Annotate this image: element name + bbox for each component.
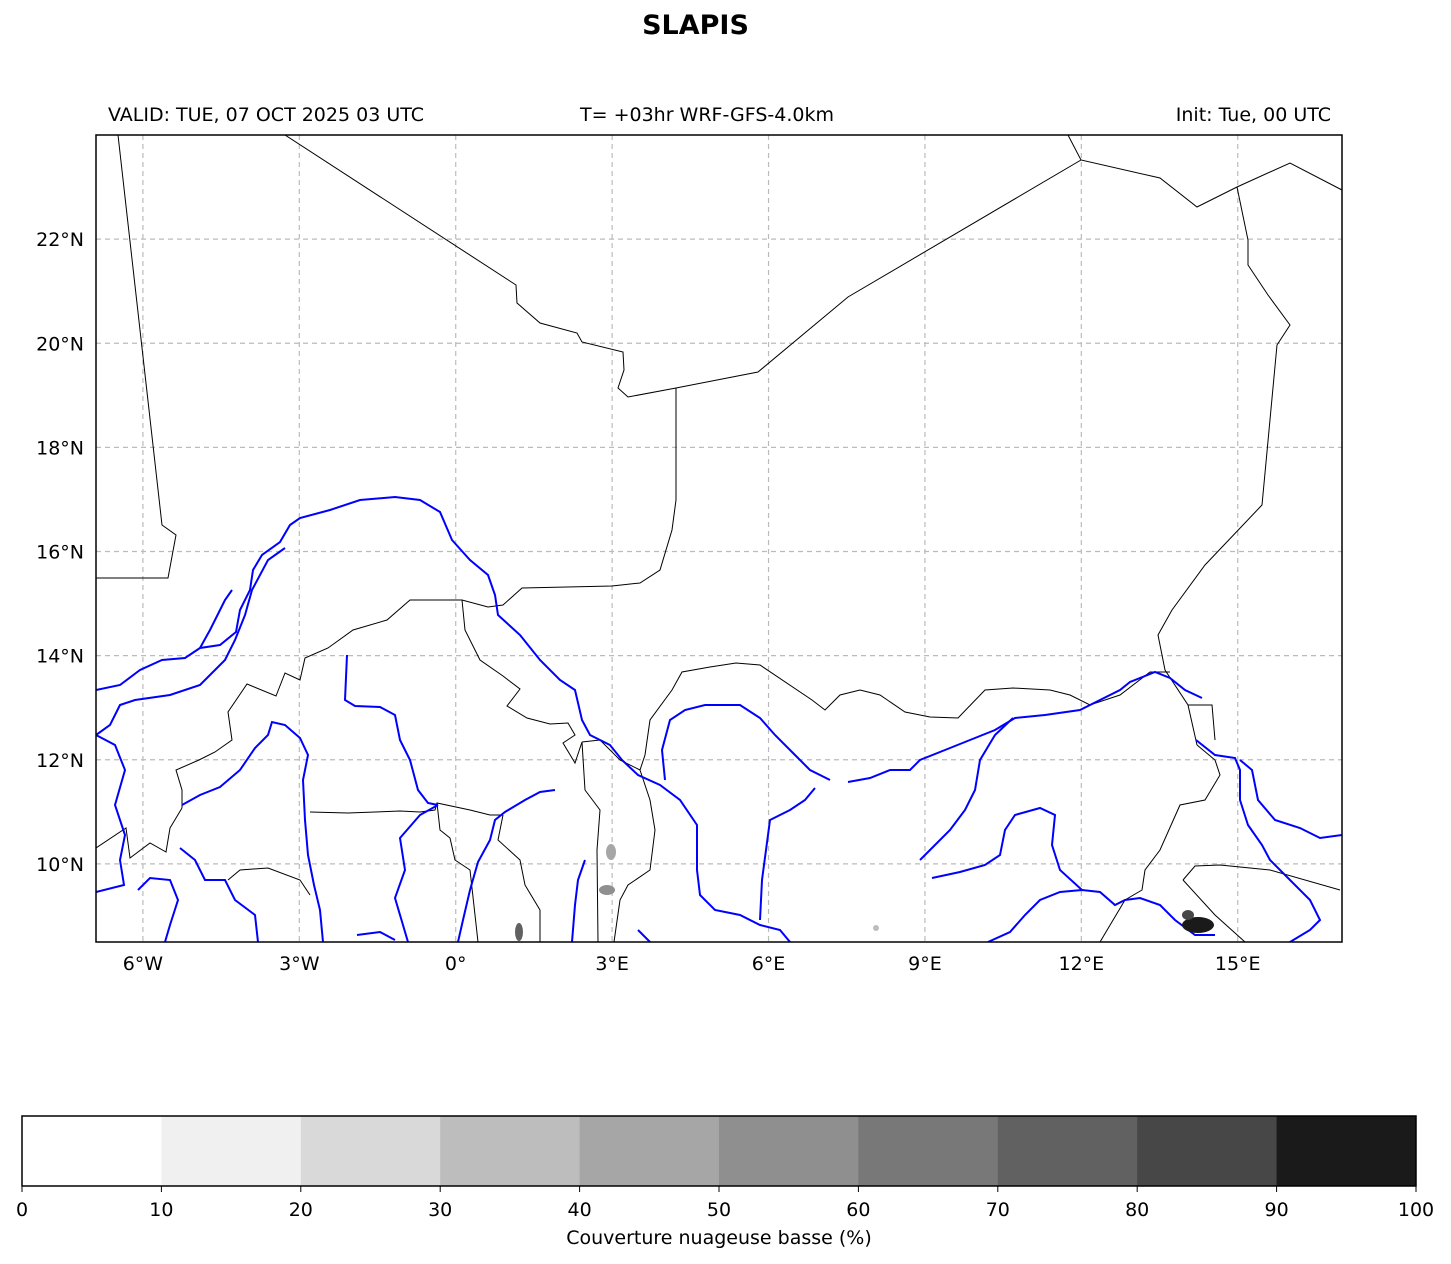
colorbar-swatch [22, 1116, 162, 1186]
colorbar-swatch [300, 1116, 441, 1186]
colorbar-swatch [719, 1116, 859, 1186]
colorbar-swatch [997, 1116, 1138, 1186]
longitude-tick-label: 3°W [279, 953, 320, 975]
colorbar-tick-label: 100 [1398, 1199, 1434, 1221]
longitude-tick-label: 0° [445, 953, 467, 975]
colorbar-swatch [1276, 1116, 1417, 1186]
colorbar [21, 1115, 1417, 1187]
colorbar-tick-label: 50 [707, 1199, 731, 1221]
colorbar-swatch [1137, 1116, 1278, 1186]
low-cloud-cover-field [515, 844, 1214, 941]
colorbar-tick-label: 60 [846, 1199, 870, 1221]
colorbar-tick-label: 70 [986, 1199, 1010, 1221]
longitude-tick-label: 12°E [1058, 953, 1104, 975]
country-borders [96, 135, 1342, 942]
colorbar-tick-label: 40 [568, 1199, 592, 1221]
init-time-label: Init: Tue, 00 UTC [1175, 104, 1331, 126]
colorbar-tick-label: 0 [16, 1199, 28, 1221]
colorbar-label: Couverture nuageuse basse (%) [566, 1227, 872, 1249]
longitude-tick-label: 6°W [123, 953, 164, 975]
colorbar-tick-label: 30 [428, 1199, 452, 1221]
valid-time-label: VALID: TUE, 07 OCT 2025 03 UTC [108, 104, 424, 126]
latitude-tick-label: 14°N [36, 646, 84, 668]
colorbar-swatch [440, 1116, 581, 1186]
model-run-label: T= +03hr WRF-GFS-4.0km [580, 104, 834, 126]
colorbar-swatch [579, 1116, 720, 1186]
latitude-tick-label: 18°N [36, 437, 84, 459]
longitude-tick-label: 9°E [908, 953, 942, 975]
colorbar-tick-label: 10 [149, 1199, 173, 1221]
longitude-tick-label: 6°E [752, 953, 786, 975]
latitude-tick-label: 22°N [36, 229, 84, 251]
longitude-tick-label: 3°E [595, 953, 629, 975]
colorbar-swatch [858, 1116, 999, 1186]
colorbar-swatch [161, 1116, 302, 1186]
latitude-tick-label: 10°N [36, 854, 84, 876]
map-frame [95, 134, 1343, 943]
longitude-ticks: 6°W 3°W 0° 3°E 6°E 9°E 12°E 15°E [123, 953, 1261, 975]
graticule [96, 135, 1342, 942]
latitude-tick-label: 20°N [36, 333, 84, 355]
map-title: SLAPIS [642, 10, 749, 41]
rivers [96, 495, 1342, 942]
latitude-tick-label: 12°N [36, 750, 84, 772]
colorbar-tick-label: 20 [289, 1199, 313, 1221]
latitude-ticks: 10°N 12°N 14°N 16°N 18°N 20°N 22°N [36, 229, 84, 876]
longitude-tick-label: 15°E [1215, 953, 1261, 975]
colorbar-tick-label: 80 [1125, 1199, 1149, 1221]
latitude-tick-label: 16°N [36, 542, 84, 564]
colorbar-ticks: 0 10 20 30 40 50 60 70 80 90 100 [16, 1186, 1434, 1221]
colorbar-tick-label: 90 [1265, 1199, 1289, 1221]
